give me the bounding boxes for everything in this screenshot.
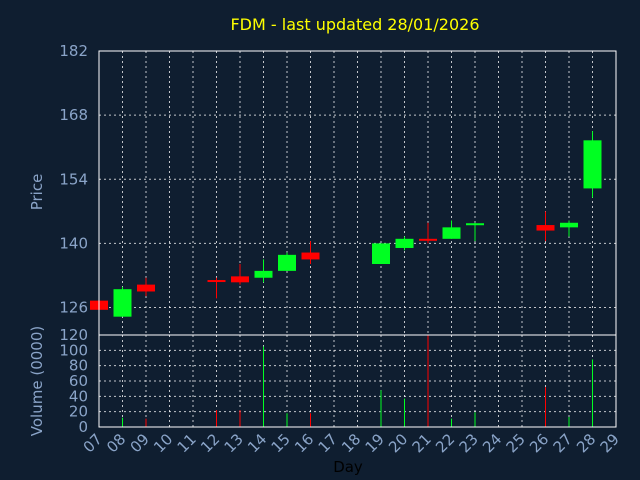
- candle-body: [113, 289, 132, 317]
- candle-body: [583, 140, 602, 189]
- candle-body: [466, 223, 484, 226]
- price-tick-label: 154: [59, 170, 88, 188]
- volume-axis-label: Volume (0000): [28, 326, 46, 436]
- candle-body: [278, 254, 296, 271]
- price-axis-label: Price: [28, 174, 46, 211]
- price-candles: [90, 131, 602, 317]
- volume-panel-frame: [98, 334, 617, 428]
- candle-body: [395, 238, 414, 248]
- volume-tick-label: 60: [69, 372, 88, 390]
- candle-body: [372, 243, 390, 264]
- candle-body: [254, 270, 273, 278]
- candle-body: [231, 276, 249, 283]
- candle-body: [301, 252, 320, 260]
- price-tick-label: 168: [59, 106, 88, 124]
- candle-body: [442, 227, 461, 239]
- price-tick-label: 140: [59, 234, 88, 252]
- volume-tick-label: 40: [69, 387, 88, 405]
- price-tick-label: 126: [59, 299, 88, 317]
- volume-tick-label: 80: [69, 357, 88, 375]
- plot-frames: [98, 50, 617, 428]
- candle-body: [419, 238, 437, 241]
- price-tick-label: 182: [59, 42, 88, 60]
- volume-tick-label: 100: [59, 341, 88, 359]
- x-axis-label: Day: [333, 458, 363, 476]
- volume-tick-label: 0: [78, 418, 88, 436]
- candle-body: [137, 284, 155, 292]
- volume-tick-label: 20: [69, 403, 88, 421]
- candle-body: [207, 280, 226, 283]
- volume-bars: [122, 335, 593, 427]
- candle-body: [560, 222, 578, 228]
- price-tick-label: 120: [59, 326, 88, 344]
- candle-body: [536, 225, 555, 231]
- chart-title: FDM - last updated 28/01/2026: [230, 15, 479, 34]
